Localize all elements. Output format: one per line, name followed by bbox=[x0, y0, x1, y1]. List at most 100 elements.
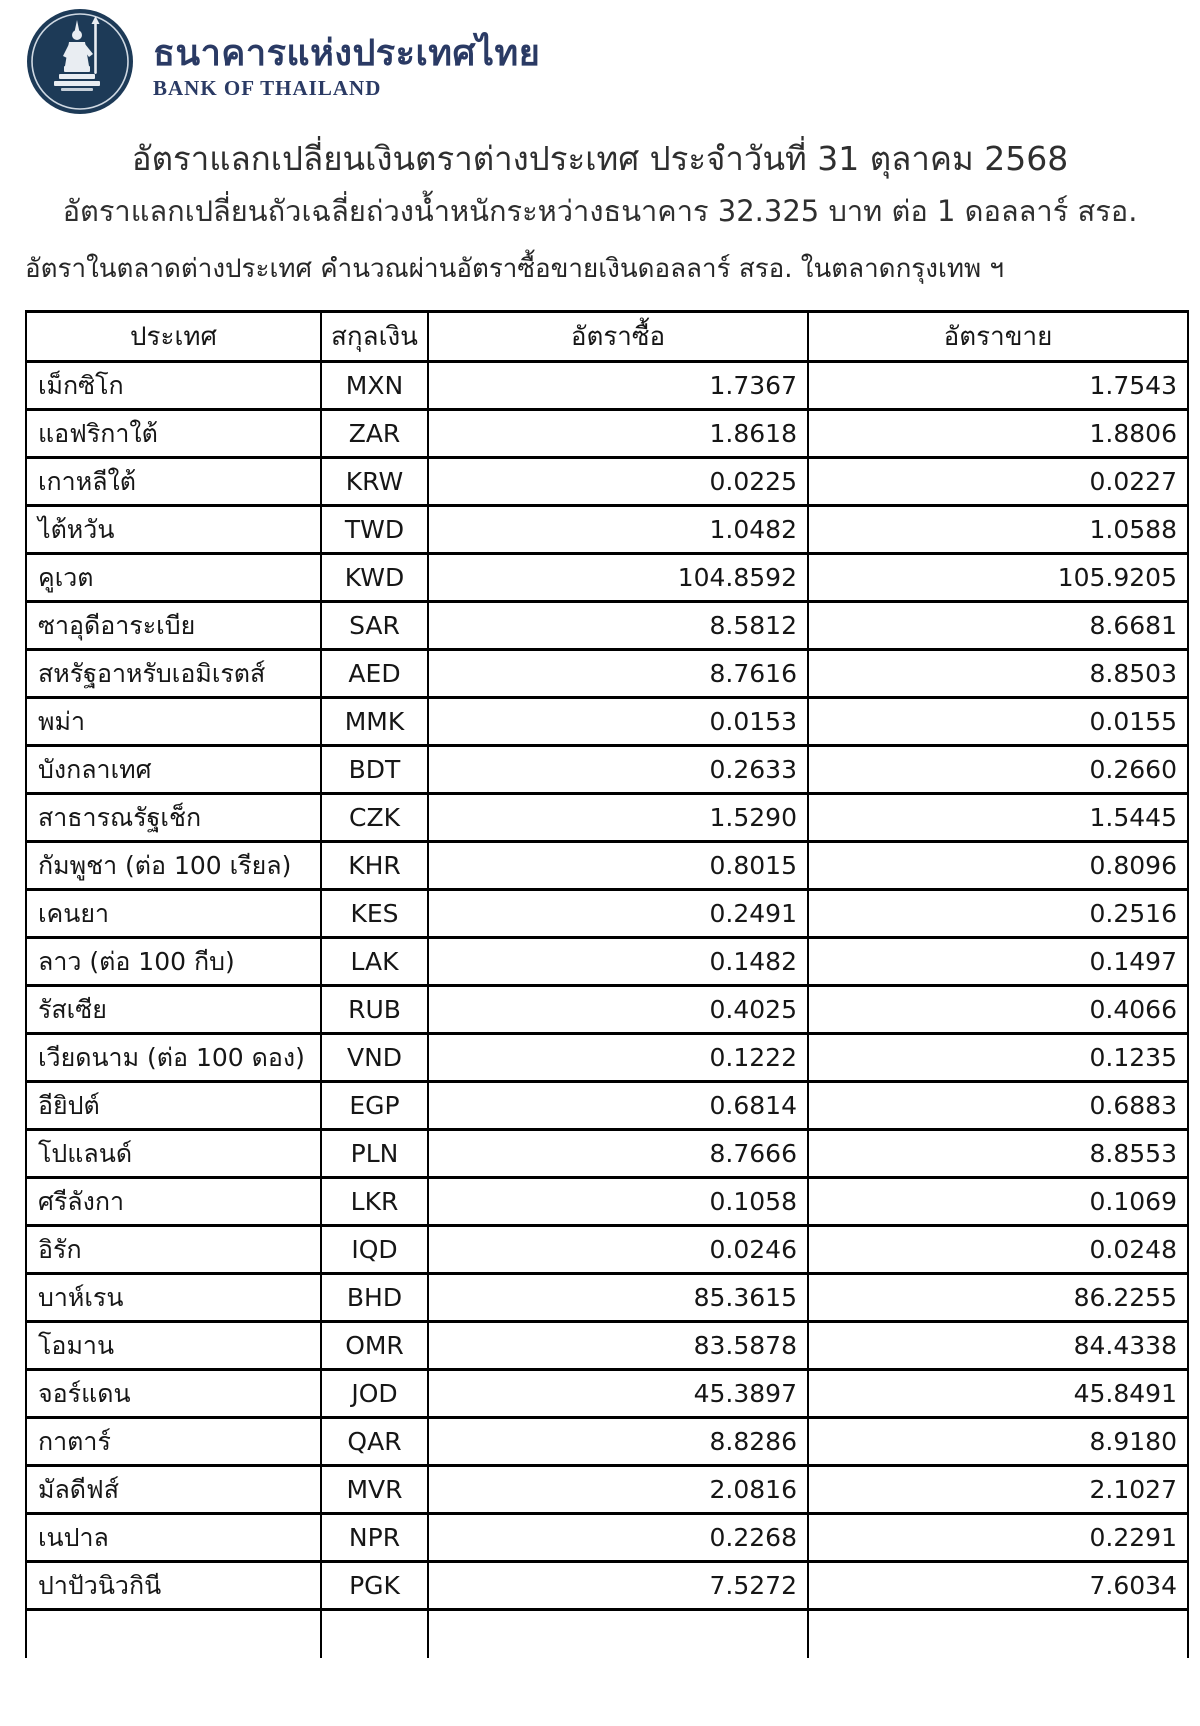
currency-code-cell: MXN bbox=[320, 360, 429, 411]
table-header-row: ประเทศ สกุลเงิน อัตราซื้อ อัตราขาย bbox=[25, 310, 1189, 363]
buy-rate-cell: 45.3897 bbox=[427, 1368, 809, 1419]
country-cell: คูเวต bbox=[25, 552, 322, 603]
sell-rate-cell: 0.0155 bbox=[807, 696, 1189, 747]
col-header-currency: สกุลเงิน bbox=[320, 310, 429, 363]
country-cell: สาธารณรัฐเช็ก bbox=[25, 792, 322, 843]
table-row: สหรัฐอาหรับเอมิเรตส์ AED 8.7616 8.8503 bbox=[25, 648, 1189, 699]
currency-code-cell: EGP bbox=[320, 1080, 429, 1131]
currency-code-cell: LKR bbox=[320, 1176, 429, 1227]
table-row: จอร์แดน JOD 45.3897 45.8491 bbox=[25, 1368, 1189, 1419]
country-cell: บังกลาเทศ bbox=[25, 744, 322, 795]
country-cell: กัมพูชา (ต่อ 100 เรียล) bbox=[25, 840, 322, 891]
table-row: กัมพูชา (ต่อ 100 เรียล) KHR 0.8015 0.8096 bbox=[25, 840, 1189, 891]
table-row: ซาอุดีอาระเบีย SAR 8.5812 8.6681 bbox=[25, 600, 1189, 651]
table-row: ลาว (ต่อ 100 กีบ) LAK 0.1482 0.1497 bbox=[25, 936, 1189, 987]
currency-code-cell: SAR bbox=[320, 600, 429, 651]
country-cell: บาห์เรน bbox=[25, 1272, 322, 1323]
page-subtitle: อัตราแลกเปลี่ยนถัวเฉลี่ยถ่วงน้ำหนักระหว่… bbox=[62, 194, 1138, 228]
buy-rate-cell: 0.0153 bbox=[427, 696, 809, 747]
country-cell: สหรัฐอาหรับเอมิเรตส์ bbox=[25, 648, 322, 699]
country-cell: เวียดนาม (ต่อ 100 ดอง) bbox=[25, 1032, 322, 1083]
currency-code-cell: OMR bbox=[320, 1320, 429, 1371]
sell-rate-cell: 8.8553 bbox=[807, 1128, 1189, 1179]
sell-rate-cell: 0.6883 bbox=[807, 1080, 1189, 1131]
country-cell: เนปาล bbox=[25, 1512, 322, 1563]
buy-rate-cell: 0.2491 bbox=[427, 888, 809, 939]
table-row: ไต้หวัน TWD 1.0482 1.0588 bbox=[25, 504, 1189, 555]
table-row: เคนยา KES 0.2491 0.2516 bbox=[25, 888, 1189, 939]
country-cell: กาตาร์ bbox=[25, 1416, 322, 1467]
country-cell: แอฟริกาใต้ bbox=[25, 408, 322, 459]
table-row: รัสเซีย RUB 0.4025 0.4066 bbox=[25, 984, 1189, 1035]
currency-code-cell: CZK bbox=[320, 792, 429, 843]
bank-logo: ธนาคารแห่งประเทศไทย BANK OF THAILAND bbox=[25, 8, 540, 115]
table-row: เวียดนาม (ต่อ 100 ดอง) VND 0.1222 0.1235 bbox=[25, 1032, 1189, 1083]
table-row: อิรัก IQD 0.0246 0.0248 bbox=[25, 1224, 1189, 1275]
currency-code-cell: PGK bbox=[320, 1560, 429, 1611]
table-row: โปแลนด์ PLN 8.7666 8.8553 bbox=[25, 1128, 1189, 1179]
currency-code-cell: PLN bbox=[320, 1128, 429, 1179]
buy-rate-cell: 0.8015 bbox=[427, 840, 809, 891]
currency-code-cell: VND bbox=[320, 1032, 429, 1083]
buy-rate-cell: 0.1058 bbox=[427, 1176, 809, 1227]
bank-emblem-icon bbox=[27, 9, 133, 114]
currency-code-cell: QAR bbox=[320, 1416, 429, 1467]
col-header-sell-rate: อัตราขาย bbox=[807, 310, 1189, 363]
sell-rate-cell: 2.1027 bbox=[807, 1464, 1189, 1515]
sell-rate-cell: 45.8491 bbox=[807, 1368, 1189, 1419]
country-cell: ไต้หวัน bbox=[25, 504, 322, 555]
table-row: สาธารณรัฐเช็ก CZK 1.5290 1.5445 bbox=[25, 792, 1189, 843]
buy-rate-cell: 8.5812 bbox=[427, 600, 809, 651]
country-cell: อิรัก bbox=[25, 1224, 322, 1275]
currency-code-cell: KWD bbox=[320, 552, 429, 603]
bank-name-thai: ธนาคารแห่งประเทศไทย bbox=[153, 32, 541, 74]
buy-rate-cell: 0.0225 bbox=[427, 456, 809, 507]
sell-rate-cell: 8.9180 bbox=[807, 1416, 1189, 1467]
country-cell: จอร์แดน bbox=[25, 1368, 322, 1419]
country-cell: ซาอุดีอาระเบีย bbox=[25, 600, 322, 651]
country-cell: เม็กซิโก bbox=[25, 360, 322, 411]
table-row-partial bbox=[25, 1608, 1189, 1658]
sell-rate-cell: 0.1497 bbox=[807, 936, 1189, 987]
sell-rate-cell: 1.5445 bbox=[807, 792, 1189, 843]
sell-rate-cell: 0.8096 bbox=[807, 840, 1189, 891]
col-header-country: ประเทศ bbox=[25, 310, 322, 363]
country-cell: เกาหลีใต้ bbox=[25, 456, 322, 507]
currency-code-cell: BDT bbox=[320, 744, 429, 795]
sell-rate-cell: 0.0248 bbox=[807, 1224, 1189, 1275]
currency-code-cell: ZAR bbox=[320, 408, 429, 459]
buy-rate-cell: 83.5878 bbox=[427, 1320, 809, 1371]
market-note: อัตราในตลาดต่างประเทศ คำนวณผ่านอัตราซื้อ… bbox=[25, 254, 1004, 284]
buy-rate-cell: 1.0482 bbox=[427, 504, 809, 555]
page-title: อัตราแลกเปลี่ยนเงินตราต่างประเทศ ประจำวั… bbox=[131, 139, 1069, 178]
country-cell: ศรีลังกา bbox=[25, 1176, 322, 1227]
currency-code-cell bbox=[320, 1608, 429, 1658]
sell-rate-cell: 1.8806 bbox=[807, 408, 1189, 459]
country-cell: ปาปัวนิวกินี bbox=[25, 1560, 322, 1611]
buy-rate-cell: 85.3615 bbox=[427, 1272, 809, 1323]
currency-code-cell: RUB bbox=[320, 984, 429, 1035]
table-row: บังกลาเทศ BDT 0.2633 0.2660 bbox=[25, 744, 1189, 795]
buy-rate-cell: 1.7367 bbox=[427, 360, 809, 411]
buy-rate-cell: 0.0246 bbox=[427, 1224, 809, 1275]
buy-rate-cell bbox=[427, 1608, 809, 1658]
buy-rate-cell: 0.1222 bbox=[427, 1032, 809, 1083]
bank-name-block: ธนาคารแห่งประเทศไทย BANK OF THAILAND bbox=[153, 22, 540, 102]
country-cell: โอมาน bbox=[25, 1320, 322, 1371]
buy-rate-cell: 0.6814 bbox=[427, 1080, 809, 1131]
sell-rate-cell: 8.8503 bbox=[807, 648, 1189, 699]
sell-rate-cell bbox=[807, 1608, 1189, 1658]
col-header-buy-rate: อัตราซื้อ bbox=[427, 310, 809, 363]
currency-code-cell: BHD bbox=[320, 1272, 429, 1323]
table-row: เกาหลีใต้ KRW 0.0225 0.0227 bbox=[25, 456, 1189, 507]
table-row: มัลดีฟส์ MVR 2.0816 2.1027 bbox=[25, 1464, 1189, 1515]
table-row: เม็กซิโก MXN 1.7367 1.7543 bbox=[25, 360, 1189, 411]
country-cell: เคนยา bbox=[25, 888, 322, 939]
sell-rate-cell: 8.6681 bbox=[807, 600, 1189, 651]
sell-rate-cell: 7.6034 bbox=[807, 1560, 1189, 1611]
table-row: โอมาน OMR 83.5878 84.4338 bbox=[25, 1320, 1189, 1371]
country-cell: ลาว (ต่อ 100 กีบ) bbox=[25, 936, 322, 987]
currency-code-cell: AED bbox=[320, 648, 429, 699]
currency-code-cell: MVR bbox=[320, 1464, 429, 1515]
buy-rate-cell: 0.1482 bbox=[427, 936, 809, 987]
